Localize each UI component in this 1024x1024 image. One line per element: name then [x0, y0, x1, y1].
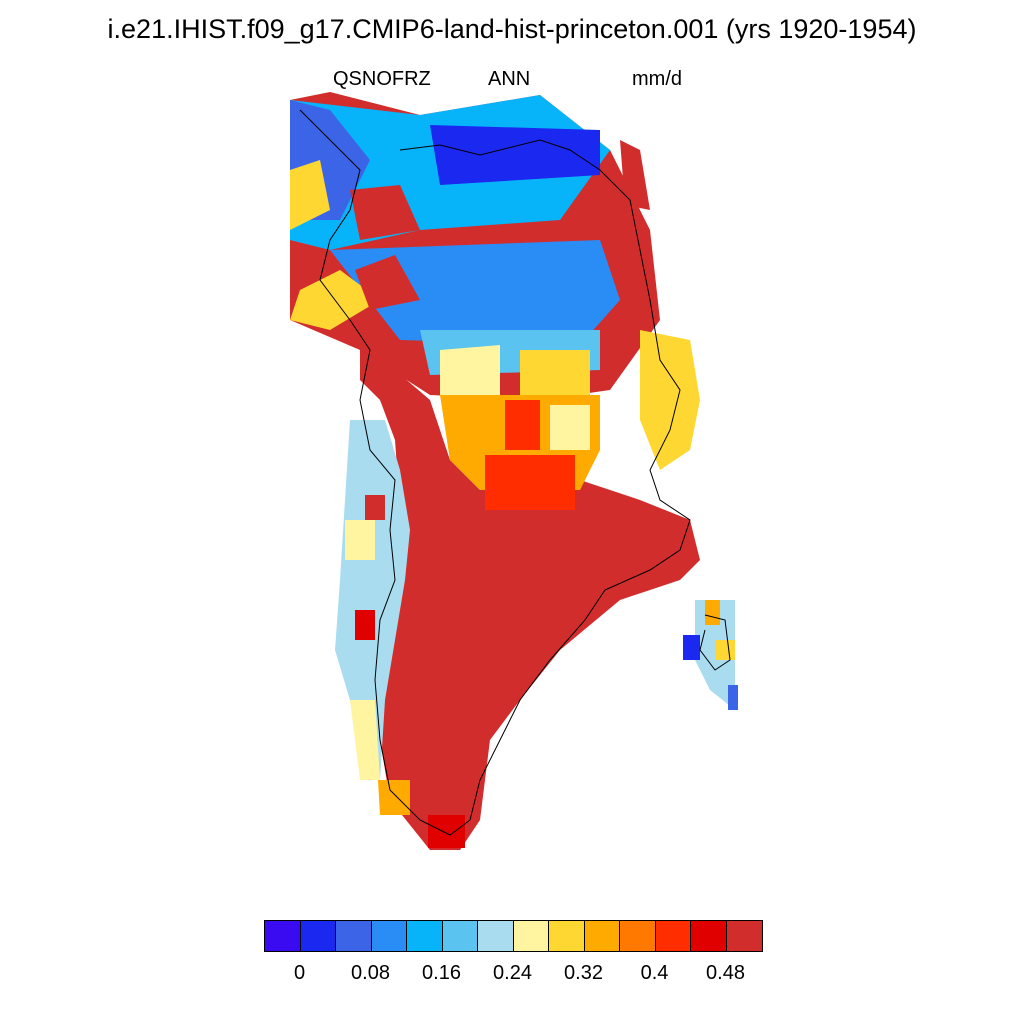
colorbar-swatch [549, 921, 585, 951]
colorbar-tick-label: 0 [293, 962, 306, 984]
coastline [299, 109, 731, 836]
colorbar-tick-label: 0.32 [564, 962, 603, 984]
units-label: mm/d [632, 68, 682, 90]
colorbar-swatch [371, 921, 407, 951]
east-island [683, 600, 738, 710]
plot-title: i.e21.IHIST.f09_g17.CMIP6-land-hist-prin… [107, 14, 917, 44]
colorbar-swatch [265, 921, 301, 951]
colorbar-swatch [691, 921, 727, 951]
west-coast [335, 420, 465, 848]
colorbar [264, 920, 763, 952]
colorbar-swatch [442, 921, 478, 951]
fan-rings [290, 92, 660, 400]
colorbar-swatch [336, 921, 372, 951]
colorbar-tick-label: 0.16 [422, 962, 461, 984]
colorbar-tick-label: 0.24 [493, 962, 532, 984]
colorbar-swatch [655, 921, 691, 951]
colorbar-swatch [584, 921, 620, 951]
variable-label: QSNOFRZ [333, 68, 431, 90]
landmass [360, 330, 700, 850]
colorbar-swatch [620, 921, 656, 951]
colorbar-tick-label: 0.4 [640, 962, 669, 984]
colorbar-tick-label: 0.08 [351, 962, 390, 984]
season-label: ANN [488, 68, 531, 90]
colorbar-swatch [478, 921, 514, 951]
colorbar-swatch [513, 921, 549, 951]
colorbar-tick-label: 0.48 [706, 962, 745, 984]
colorbar-swatch [407, 921, 443, 951]
colorbar-swatch [300, 921, 336, 951]
colorbar-swatch [726, 921, 762, 951]
